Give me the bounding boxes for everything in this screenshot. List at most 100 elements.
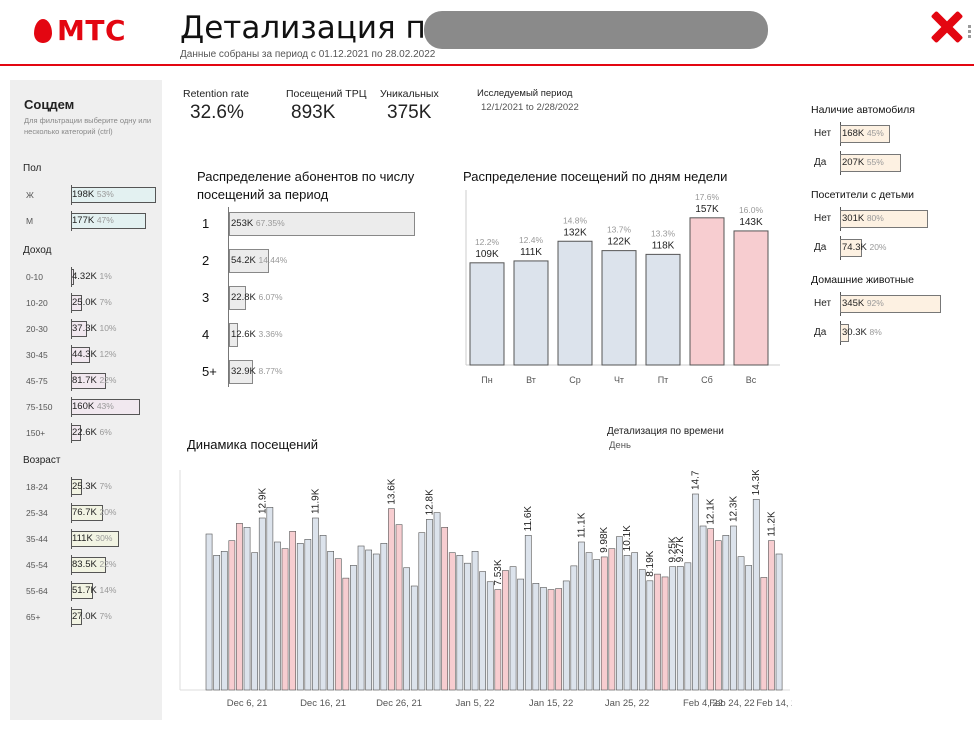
daily-visits-bar[interactable]: [555, 588, 563, 691]
right-panel-row[interactable]: Да 74.3K 20%: [811, 236, 961, 260]
daily-visits-bar[interactable]: [289, 531, 296, 691]
daily-visits-bar[interactable]: [350, 565, 357, 691]
weekday-bar[interactable]: [469, 262, 505, 366]
daily-visits-bar[interactable]: [243, 527, 251, 691]
sidebar-filter-row[interactable]: Ж 198K 53%: [10, 185, 162, 205]
daily-visits-bar[interactable]: [631, 552, 639, 691]
daily-visits-bar[interactable]: [380, 543, 388, 691]
daily-visits-bar[interactable]: [372, 553, 380, 691]
daily-visits-bar[interactable]: [464, 562, 471, 691]
daily-visits-bar[interactable]: [426, 519, 433, 691]
daily-visits-bar[interactable]: [707, 528, 714, 691]
daily-visits-bar[interactable]: [540, 587, 547, 691]
daily-visits-bar[interactable]: [745, 565, 752, 691]
daily-visits-bar[interactable]: [623, 555, 631, 691]
daily-visits-bar[interactable]: [562, 580, 570, 691]
daily-visits-bar[interactable]: [608, 548, 616, 691]
daily-visits-bar[interactable]: [722, 535, 730, 691]
daily-visits-bar[interactable]: [676, 566, 684, 691]
daily-visits-bar[interactable]: [509, 566, 517, 691]
daily-visits-bar[interactable]: [570, 565, 578, 691]
daily-visits-bar[interactable]: [661, 576, 669, 691]
sidebar-filter-row[interactable]: М 177K 47%: [10, 211, 162, 231]
daily-visits-bar[interactable]: [266, 507, 274, 691]
daily-visits-bar[interactable]: [684, 562, 692, 691]
daily-visits-bar[interactable]: [281, 548, 289, 691]
weekday-bar[interactable]: [689, 217, 725, 366]
right-panel-row[interactable]: Да 207K 55%: [811, 151, 961, 175]
daily-visits-bar[interactable]: [448, 552, 456, 691]
daily-visits-bar[interactable]: [517, 578, 525, 691]
daily-visits-bar[interactable]: [768, 540, 775, 691]
daily-visits-bar[interactable]: [433, 512, 441, 691]
daily-visits-bar[interactable]: [737, 556, 745, 691]
daily-visits-bar[interactable]: [395, 524, 403, 691]
close-icon[interactable]: [930, 11, 964, 43]
daily-visits-bar[interactable]: [403, 567, 411, 691]
visits-distribution-row[interactable]: 4 12.6K 3.36%: [200, 322, 430, 348]
sidebar-filter-row[interactable]: 20-30 37.3K 10%: [10, 319, 162, 339]
daily-visits-bar[interactable]: [236, 523, 243, 691]
daily-visits-bar[interactable]: [714, 540, 722, 691]
daily-visits-bar[interactable]: [471, 551, 479, 691]
weekday-bar[interactable]: [645, 253, 681, 366]
weekday-bar[interactable]: [513, 260, 549, 366]
daily-visits-bar[interactable]: [220, 551, 228, 691]
daily-visits-bar[interactable]: [585, 552, 593, 691]
sidebar-filter-row[interactable]: 45-75 81.7K 22%: [10, 371, 162, 391]
daily-visits-bar[interactable]: [456, 555, 464, 691]
weekday-bar[interactable]: [557, 240, 593, 366]
right-panel-row[interactable]: Нет 345K 92%: [811, 292, 961, 316]
daily-visits-bar[interactable]: [342, 577, 350, 691]
daily-visits-bar[interactable]: [205, 533, 213, 691]
weekday-bar[interactable]: [733, 230, 769, 366]
right-panel-row[interactable]: Нет 168K 45%: [811, 122, 961, 146]
daily-visits-bar[interactable]: [524, 535, 532, 691]
daily-visits-bar[interactable]: [479, 571, 487, 691]
daily-visits-bar[interactable]: [486, 581, 494, 691]
sidebar-filter-row[interactable]: 150+ 22.6K 6%: [10, 423, 162, 443]
daily-visits-bar[interactable]: [646, 580, 654, 691]
sidebar-filter-row[interactable]: 25-34 76.7K 20%: [10, 503, 162, 523]
right-panel-row[interactable]: Нет 301K 80%: [811, 207, 961, 231]
visits-distribution-row[interactable]: 2 54.2K 14.44%: [200, 248, 430, 274]
daily-visits-bar[interactable]: [730, 525, 737, 691]
sidebar-filter-row[interactable]: 18-24 25.3K 7%: [10, 477, 162, 497]
daily-visits-bar[interactable]: [532, 583, 540, 691]
sidebar-filter-row[interactable]: 45-54 83.5K 22%: [10, 555, 162, 575]
daily-visits-bar[interactable]: [760, 577, 768, 691]
daily-visits-bar[interactable]: [274, 541, 281, 691]
daily-visits-bar[interactable]: [775, 553, 783, 691]
daily-visits-bar[interactable]: [251, 552, 258, 691]
sidebar-filter-row[interactable]: 65+ 27.0K 7%: [10, 607, 162, 627]
visits-distribution-row[interactable]: 1 253K 67.35%: [200, 211, 430, 237]
sidebar-filter-row[interactable]: 10-20 25.0K 7%: [10, 293, 162, 313]
daily-visits-bar[interactable]: [296, 543, 304, 691]
daily-visits-bar[interactable]: [441, 527, 449, 691]
daily-visits-bar[interactable]: [502, 570, 509, 691]
daily-visits-bar[interactable]: [692, 493, 699, 691]
daily-visits-bar[interactable]: [410, 585, 418, 691]
daily-visits-bar[interactable]: [388, 508, 395, 691]
daily-visits-bar[interactable]: [319, 535, 327, 691]
sidebar-filter-row[interactable]: 0-10 4.32K 1%: [10, 267, 162, 287]
daily-visits-bar[interactable]: [365, 549, 373, 691]
daily-visits-bar[interactable]: [600, 556, 608, 691]
daily-visits-bar[interactable]: [638, 569, 646, 691]
daily-visits-bar[interactable]: [547, 589, 555, 691]
sidebar-filter-row[interactable]: 35-44 111K 30%: [10, 529, 162, 549]
daily-visits-bar[interactable]: [312, 517, 319, 691]
sidebar-filter-row[interactable]: 75-150 160K 43%: [10, 397, 162, 417]
time-granularity-select[interactable]: День: [609, 440, 631, 451]
daily-visits-bar[interactable]: [334, 558, 342, 691]
weekday-bar[interactable]: [601, 250, 637, 366]
daily-visits-bar[interactable]: [258, 517, 266, 691]
visits-distribution-row[interactable]: 5+ 32.9K 8.77%: [200, 359, 430, 385]
daily-visits-bar[interactable]: [616, 536, 623, 691]
daily-visits-bar[interactable]: [699, 525, 707, 691]
daily-visits-bar[interactable]: [593, 559, 601, 691]
sidebar-filter-row[interactable]: 55-64 51.7K 14%: [10, 581, 162, 601]
more-menu-icon[interactable]: [968, 25, 971, 38]
daily-visits-bar[interactable]: [327, 551, 335, 691]
daily-visits-bar[interactable]: [654, 573, 661, 691]
